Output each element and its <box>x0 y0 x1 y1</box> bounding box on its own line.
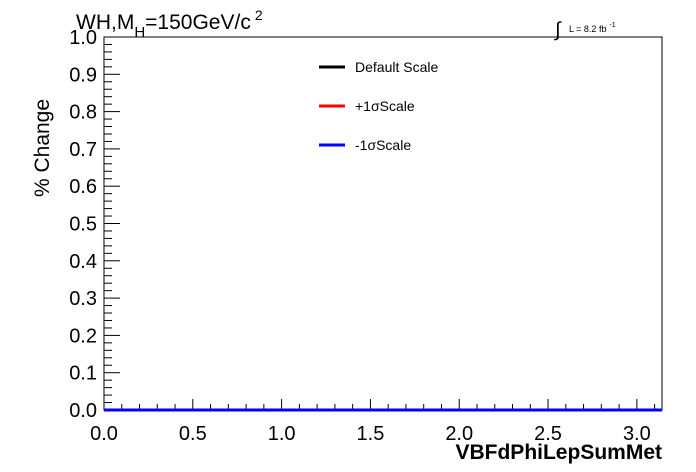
x-tick-label: 0.5 <box>179 423 207 445</box>
legend-label-2: -1σScale <box>355 137 411 153</box>
y-tick-label: 0.5 <box>69 214 97 236</box>
x-tick-label: 3.0 <box>623 423 651 445</box>
title-sup: 2 <box>255 7 263 23</box>
y-tick-label: 1.0 <box>69 27 97 49</box>
x-tick-label: 2.0 <box>445 423 473 445</box>
y-tick-label: 0.3 <box>69 288 97 310</box>
title-sub: H <box>134 24 145 41</box>
x-axis-label: VBFdPhiLepSumMet <box>455 441 662 464</box>
y-tick-label: 0.1 <box>69 363 97 385</box>
y-tick-label: 0.9 <box>69 64 97 86</box>
lumi-text: L = 8.2 fb <box>569 24 606 34</box>
axis-ticks: 0.0 0.5 1.0 1.5 2.0 2.5 3.0 0.0 0.1 0.2 0.3 0.4 0.5 0… <box>69 27 656 445</box>
title-rest: =150GeV/c <box>145 11 251 34</box>
y-tick-label: 0.2 <box>69 325 97 347</box>
lumi-sup: -1 <box>609 22 615 29</box>
y-tick-label: 0.8 <box>69 102 97 124</box>
chart-title: WH,MH=150GeV/c 2 <box>76 7 263 41</box>
x-tick-label: 1.5 <box>357 423 385 445</box>
legend-label-1: +1σScale <box>355 98 415 114</box>
title-main: WH,M <box>76 11 134 34</box>
lumi-label: L = 8.2 fb -1 <box>569 22 616 34</box>
plot-frame <box>103 36 663 411</box>
legend: Default Scale +1σScale -1σScale <box>319 59 438 153</box>
x-tick-label: 1.0 <box>268 423 296 445</box>
x-tick-label: 0.0 <box>90 423 118 445</box>
y-axis-label: % Change <box>31 99 54 197</box>
y-tick-label: 0.6 <box>69 176 97 198</box>
y-tick-label: 0.4 <box>69 251 97 273</box>
y-tick-label: 0.7 <box>69 139 97 161</box>
y-tick-label: 0.0 <box>69 400 97 422</box>
legend-label-0: Default Scale <box>355 59 438 75</box>
x-tick-label: 2.5 <box>534 423 562 445</box>
lumi-integral: ∫ <box>554 19 562 41</box>
